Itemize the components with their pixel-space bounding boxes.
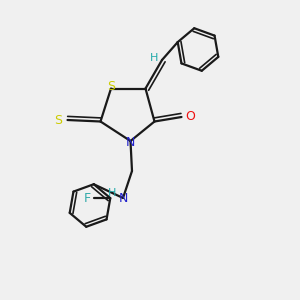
Text: H: H	[150, 52, 159, 63]
Text: O: O	[186, 110, 195, 124]
Text: N: N	[126, 136, 135, 149]
Text: H: H	[108, 188, 117, 199]
Text: S: S	[107, 80, 115, 94]
Text: S: S	[55, 113, 62, 127]
Text: N: N	[118, 191, 128, 205]
Text: F: F	[84, 192, 91, 205]
